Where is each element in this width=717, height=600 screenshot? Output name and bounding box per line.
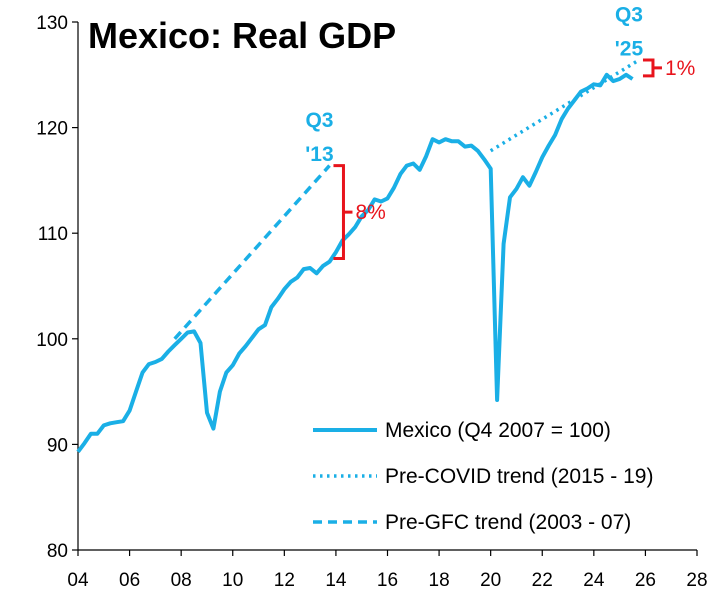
gap-label: 8% — [355, 201, 385, 224]
x-tick-label: 28 — [686, 570, 707, 591]
x-tick-label: 06 — [119, 570, 140, 591]
legend-label: Pre-GFC trend (2003 - 07) — [385, 511, 631, 534]
x-tick-label: 16 — [377, 570, 398, 591]
legend-label: Pre-COVID trend (2015 - 19) — [385, 465, 653, 488]
annotation-year: '25 — [615, 37, 644, 60]
y-tick-label: 90 — [47, 435, 68, 456]
x-tick-label: 04 — [67, 570, 89, 591]
x-tick-label: 22 — [532, 570, 553, 591]
legend-label: Mexico (Q4 2007 = 100) — [385, 419, 611, 442]
x-tick-label: 12 — [274, 570, 295, 591]
y-tick-label: 130 — [36, 13, 68, 34]
gap-bracket — [333, 164, 353, 261]
legend: Mexico (Q4 2007 = 100) Pre-COVID trend (2… — [313, 419, 653, 534]
x-tick-label: 24 — [583, 570, 605, 591]
series-line-dotted — [489, 58, 640, 153]
x-tick-label: 10 — [222, 570, 243, 591]
axes: 80 90 100 110 120 130 04 06 08 10 12 14 16 18 20 22 24 26… — [36, 13, 707, 591]
x-tick-label: 14 — [325, 570, 347, 591]
y-tick-label: 110 — [38, 224, 68, 245]
gap-bracket — [642, 58, 662, 78]
x-tick-label: 26 — [635, 570, 656, 591]
x-tick-label: 20 — [480, 570, 501, 591]
gap-label: 1% — [665, 57, 695, 80]
y-tick-label: 120 — [36, 119, 68, 140]
annotation-quarter: Q3 — [615, 3, 643, 26]
y-tick-label: 100 — [36, 330, 68, 351]
x-tick-label: 08 — [171, 570, 192, 591]
annotation-year: '13 — [305, 143, 333, 166]
annotation-quarter: Q3 — [305, 109, 333, 132]
series-layer — [76, 58, 640, 454]
series-line-dashed — [173, 164, 331, 340]
chart-title: Mexico: Real GDP — [88, 15, 396, 56]
annotations: Q3 '13 Q3 '25 8% 1% — [305, 3, 695, 261]
series-line-solid — [76, 72, 634, 454]
y-tick-label: 80 — [47, 541, 68, 562]
x-tick-label: 18 — [429, 570, 450, 591]
